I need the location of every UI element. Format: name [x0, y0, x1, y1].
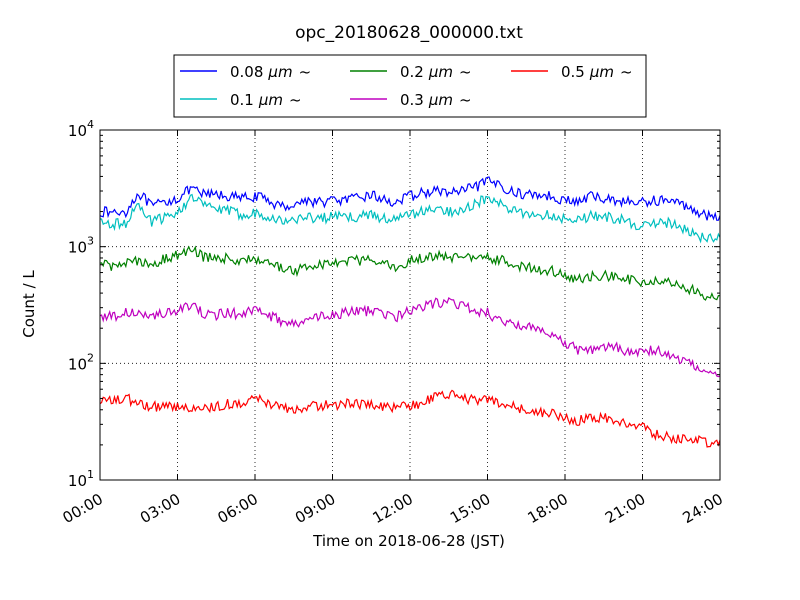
x-tick-label: 09:00: [292, 490, 338, 527]
axis-ticks: [99, 129, 721, 481]
legend: 0.08 μm ~0.1 μm ~0.2 μm ~0.3 μm ~0.5 μm ~: [173, 54, 647, 118]
y-tick-label: 101: [68, 468, 94, 490]
legend-box: [173, 54, 647, 118]
legend-label-0.3: 0.3 μm ~: [400, 91, 472, 109]
y-tick-base: 10: [68, 472, 87, 490]
y-tick-exponent: 2: [87, 351, 94, 364]
y-tick-label: 104: [68, 118, 94, 140]
legend-suffix: ~: [299, 63, 312, 81]
legend-label-0.2: 0.2 μm ~: [400, 63, 472, 81]
legend-size: 0.08: [230, 63, 263, 81]
x-axis-label: Time on 2018-06-28 (JST): [312, 532, 505, 550]
x-tick-label: 12:00: [370, 490, 416, 527]
x-tick-label: 03:00: [137, 490, 183, 527]
x-tick-label: 21:00: [602, 490, 648, 527]
y-tick-base: 10: [68, 239, 87, 257]
x-tick-label: 00:00: [60, 490, 106, 527]
legend-unit: μm: [267, 63, 292, 81]
legend-unit: μm: [258, 91, 283, 109]
legend-label-0.1: 0.1 μm ~: [230, 91, 302, 109]
legend-suffix: ~: [620, 63, 633, 81]
y-tick-exponent: 1: [87, 468, 94, 481]
gridlines: [99, 130, 721, 480]
legend-label-0.08: 0.08 μm ~: [230, 63, 311, 81]
legend-unit: μm: [428, 91, 453, 109]
y-tick-label: 103: [68, 235, 94, 257]
legend-unit: μm: [428, 63, 453, 81]
series-line-0.5: [99, 389, 721, 448]
legend-size: 0.1: [230, 91, 254, 109]
series-line-0.08: [99, 176, 721, 221]
legend-size: 0.2: [400, 63, 424, 81]
legend-size: 0.3: [400, 91, 424, 109]
x-tick-label: 06:00: [215, 490, 261, 527]
series-line-0.2: [99, 245, 721, 301]
legend-size: 0.5: [561, 63, 585, 81]
x-tick-label: 24:00: [680, 490, 726, 527]
chart-title: opc_20180628_000000.txt: [295, 23, 523, 43]
y-axis-label: Count / L: [20, 270, 38, 338]
legend-label-0.5: 0.5 μm ~: [561, 63, 633, 81]
legend-entries: 0.08 μm ~0.1 μm ~0.2 μm ~0.3 μm ~0.5 μm ~: [180, 63, 633, 109]
y-tick-base: 10: [68, 355, 87, 373]
series-group: [99, 176, 721, 448]
legend-suffix: ~: [289, 91, 302, 109]
y-tick-exponent: 4: [87, 118, 94, 131]
legend-suffix: ~: [459, 63, 472, 81]
x-tick-label: 15:00: [447, 490, 493, 527]
series-line-0.3: [99, 297, 721, 378]
series-line-0.1: [99, 193, 721, 244]
y-tick-base: 10: [68, 122, 87, 140]
y-tick-exponent: 3: [87, 235, 94, 248]
legend-unit: μm: [589, 63, 614, 81]
legend-suffix: ~: [459, 91, 472, 109]
x-tick-labels: 00:00 03:00 06:00 09:00 12:00 15:00 18:00 21:00…: [60, 490, 726, 527]
x-tick-label: 18:00: [525, 490, 571, 527]
y-tick-label: 102: [68, 351, 94, 373]
